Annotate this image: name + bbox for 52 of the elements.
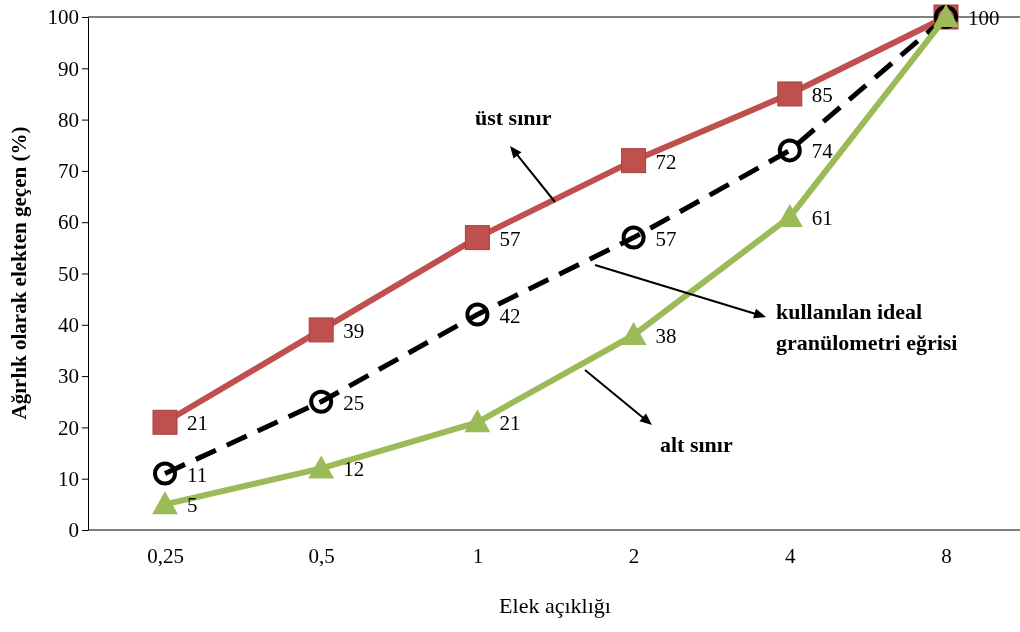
point — [465, 302, 490, 327]
y-tick-label: 20 — [58, 415, 79, 440]
data-label: 11 — [187, 462, 208, 487]
data-label: 57 — [655, 226, 677, 251]
data-label: 38 — [655, 324, 677, 349]
point — [620, 322, 647, 346]
y-tick-label: 0 — [68, 518, 79, 543]
data-label: 85 — [811, 82, 833, 107]
y-tick-label: 50 — [58, 261, 79, 286]
x-tick-label: 0,25 — [147, 543, 184, 568]
y-tick-label: 100 — [47, 5, 79, 30]
point — [308, 317, 334, 343]
point — [621, 148, 647, 174]
data-label: 61 — [811, 206, 833, 231]
y-tick-label: 10 — [58, 466, 79, 491]
y-tick-label: 80 — [58, 107, 79, 132]
x-tick-label: 2 — [628, 543, 640, 568]
data-label: 39 — [343, 318, 365, 343]
x-tick-label: 8 — [941, 543, 952, 568]
data-label: 5 — [187, 493, 198, 518]
y-tick-label: 40 — [58, 313, 79, 338]
point — [308, 455, 335, 479]
annotation: üst sınır — [475, 105, 552, 130]
annotation: kullanılan ideal granülometri eğrisi — [776, 299, 958, 355]
data-label: 74 — [811, 139, 834, 164]
point — [464, 409, 491, 433]
point — [777, 138, 802, 163]
y-tick-label: 30 — [58, 364, 79, 389]
data-label: 100 — [968, 6, 1000, 30]
point — [464, 225, 490, 251]
y-axis-title: Ağırlık olarak elekten geçen (%) — [7, 126, 31, 420]
x-tick-label: 0,5 — [308, 543, 335, 568]
data-label: 25 — [343, 390, 365, 415]
y-tick-label: 70 — [58, 159, 79, 184]
x-tick-label: 4 — [785, 543, 797, 568]
data-label: 72 — [655, 149, 677, 174]
annotation: alt sınır — [660, 432, 733, 457]
point — [153, 461, 177, 486]
point — [621, 225, 646, 250]
point — [152, 409, 178, 435]
x-tick-label: 1 — [472, 543, 484, 568]
data-label: 21 — [187, 411, 208, 436]
data-label: 12 — [343, 457, 365, 482]
y-tick-label: 60 — [58, 210, 79, 235]
point — [152, 491, 178, 515]
x-axis-title: Elek açıklığı — [499, 593, 611, 618]
data-label: 21 — [499, 411, 521, 436]
y-tick-label: 90 — [58, 56, 79, 81]
data-label: 57 — [499, 226, 521, 251]
point — [777, 81, 803, 107]
data-label: 42 — [499, 303, 521, 328]
point — [309, 389, 334, 414]
